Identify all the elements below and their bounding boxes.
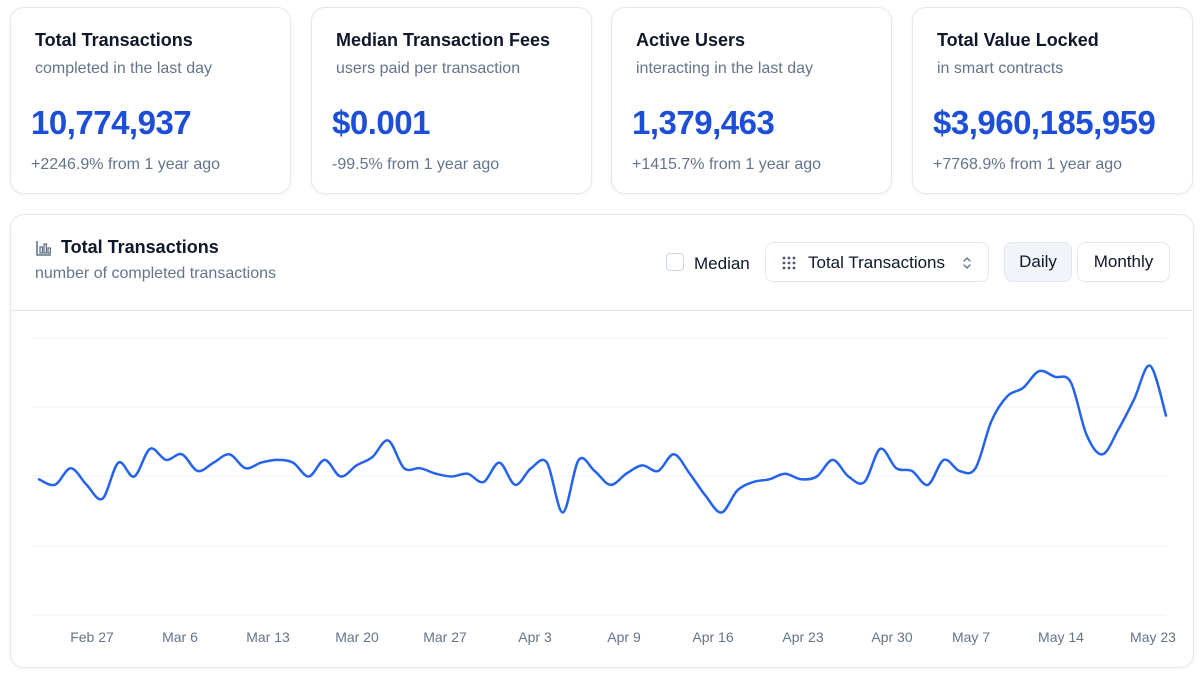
chevron-up-down-icon [963,257,971,269]
metric-select-value: Total Transactions [808,253,946,272]
monthly-button[interactable]: Monthly [1077,242,1170,282]
x-tick-label: Mar 20 [335,629,379,645]
x-tick-label: Apr 30 [871,629,912,645]
stat-title: Total Transactions [35,30,193,50]
x-tick-label: Apr 23 [782,629,823,645]
x-tick-label: Feb 27 [70,629,114,645]
stat-subtitle: interacting in the last day [636,60,813,77]
stat-title: Active Users [636,30,746,50]
x-axis-ticks: Feb 27 Mar 6 Mar 13 Mar 20 Mar 27 Apr 3 Apr 9 A… [70,629,1176,645]
x-tick-label: May 23 [1130,629,1176,645]
stat-subtitle: users paid per transaction [336,60,521,77]
stat-change: +7768.9% from 1 year ago [933,156,1123,173]
x-tick-label: Apr 9 [607,629,641,645]
stat-change: +1415.7% from 1 year ago [632,156,822,173]
line-chart: Feb 27 Mar 6 Mar 13 Mar 20 Mar 27 Apr 3 Apr 9 A… [31,337,1176,645]
stat-change: +2246.9% from 1 year ago [31,156,221,173]
chart-header: Total Transactions number of completed t… [11,215,1193,311]
x-tick-label: Mar 6 [162,629,198,645]
grip-dots-icon [782,256,796,270]
stat-card-active-users: Active Users interacting in the last day… [611,7,892,194]
stat-subtitle: in smart contracts [937,60,1064,77]
chart-panel: Total Transactions number of completed t… [10,214,1194,668]
stat-card-median-fees: Median Transaction Fees users paid per t… [311,7,592,194]
x-tick-label: Mar 27 [423,629,467,645]
stat-change: -99.5% from 1 year ago [332,156,500,173]
median-checkbox[interactable] [666,253,684,271]
x-tick-label: May 7 [952,629,990,645]
stat-title: Total Value Locked [937,30,1099,50]
median-label[interactable]: Median [694,254,750,273]
metric-select[interactable]: Total Transactions [765,242,989,282]
stat-value: 1,379,463 [632,104,775,141]
x-tick-label: Mar 13 [246,629,290,645]
chart-title: Total Transactions [61,237,219,257]
chart-subtitle: number of completed transactions [35,265,277,282]
x-tick-label: May 14 [1038,629,1084,645]
bar-chart-icon [36,241,52,256]
chart-series-line [37,364,1168,514]
x-tick-label: Apr 16 [692,629,733,645]
stat-subtitle: completed in the last day [35,60,212,77]
stat-value: $0.001 [332,104,430,141]
stat-card-total-transactions: Total Transactions completed in the last… [10,7,291,194]
stat-card-total-value-locked: Total Value Locked in smart contracts $3… [912,7,1193,194]
stat-value: $3,960,185,959 [933,104,1156,141]
stat-value: 10,774,937 [31,104,192,141]
x-tick-label: Apr 3 [518,629,552,645]
stat-title: Median Transaction Fees [336,30,551,50]
daily-button[interactable]: Daily [1004,242,1072,282]
